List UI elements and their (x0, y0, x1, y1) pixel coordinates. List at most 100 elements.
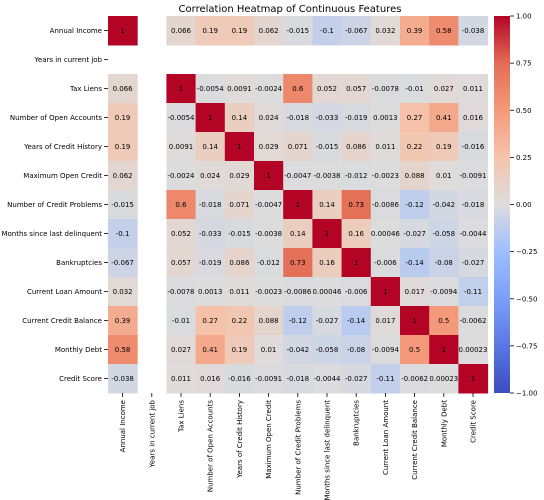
heatmap-cell (224, 103, 255, 133)
cell-value-label: 0.39 (407, 27, 423, 35)
heatmap-cell (429, 277, 459, 307)
cell-value-label: 1 (471, 375, 475, 383)
heatmap-cell (254, 103, 284, 133)
heatmap-cell (166, 132, 197, 162)
colorbar-tick-label: −0.25 (516, 248, 537, 256)
x-tick-label: Months since last delinquent (324, 400, 332, 500)
heatmap-cell (370, 335, 401, 365)
heatmap-cell (195, 306, 226, 336)
y-tick-label: Months since last delinquent (1, 230, 102, 238)
cell-value-label: 0.032 (375, 27, 395, 35)
cell-value-label: 0.00046 (313, 288, 342, 296)
heatmap-cell (370, 219, 401, 249)
y-tick-label: Tax Liens (69, 85, 102, 93)
heatmap-cell (195, 219, 226, 249)
cell-value-label: -0.0091 (255, 375, 282, 383)
chart-title: Correlation Heatmap of Continuous Featur… (179, 4, 402, 15)
heatmap-cell (108, 74, 138, 104)
heatmap-cell (400, 248, 430, 278)
heatmap-cell (283, 16, 313, 46)
heatmap-cell (458, 364, 489, 394)
cell-value-label: 1 (442, 346, 446, 354)
heatmap-cell (283, 335, 313, 365)
cell-value-label: 0.0091 (169, 143, 194, 151)
y-tick-label: Monthly Debt (55, 346, 102, 354)
cell-value-label: 0.066 (171, 27, 192, 35)
colorbar-tick-label: −1.00 (516, 390, 537, 398)
cell-value-label: 0.16 (319, 259, 335, 267)
y-tick-label: Bankruptcies (56, 259, 102, 267)
heatmap-cell (166, 248, 197, 278)
cell-value-label: -0.027 (403, 230, 426, 238)
cell-value-label: 0.14 (202, 143, 218, 151)
cell-value-label: 0.071 (229, 201, 249, 209)
cell-value-label: 0.062 (113, 172, 133, 180)
y-tick-label: Maximum Open Credit (23, 172, 102, 180)
cell-value-label: -0.0023 (372, 172, 399, 180)
cell-value-label: -0.027 (345, 375, 368, 383)
cell-value-label: 0.27 (407, 114, 423, 122)
heatmap-cell (283, 248, 313, 278)
heatmap-cell (312, 306, 343, 336)
x-tick-label: Bankruptcies (353, 400, 361, 446)
cell-value-label: 1 (296, 201, 300, 209)
heatmap-cell (195, 132, 226, 162)
cell-value-label: 0.017 (405, 288, 425, 296)
heatmap-cell (283, 74, 313, 104)
heatmap-cell (400, 190, 430, 220)
cell-value-label: -0.019 (345, 114, 368, 122)
heatmap-cell (341, 335, 372, 365)
cell-value-label: 0.011 (375, 143, 395, 151)
cell-value-label: -0.0038 (255, 230, 282, 238)
heatmap-cell (224, 335, 255, 365)
cell-value-label: -0.016 (462, 143, 485, 151)
cell-value-label: 0.19 (436, 143, 452, 151)
cell-value-label: 0.58 (115, 346, 131, 354)
cell-value-label: -0.0023 (255, 288, 282, 296)
x-tick-label: Credit Score (470, 400, 478, 443)
cell-value-label: 0.024 (259, 114, 280, 122)
cell-value-label: 0.41 (202, 346, 218, 354)
colorbar-tick-label: 0.00 (516, 201, 532, 209)
cell-value-label: -0.058 (316, 346, 339, 354)
heatmap-cell (370, 306, 401, 336)
heatmap-cell (108, 16, 138, 46)
heatmap-cell (341, 16, 372, 46)
heatmap-cell (429, 103, 459, 133)
heatmap-cell (458, 219, 489, 249)
x-tick-label: Maximum Open Credit (265, 400, 273, 479)
heatmap-cell (108, 277, 138, 307)
heatmap-cell (224, 16, 255, 46)
heatmap-cell (195, 364, 226, 394)
heatmap-cell (283, 306, 313, 336)
heatmap-cell (283, 190, 313, 220)
heatmap-cell (195, 335, 226, 365)
cell-value-label: -0.08 (435, 259, 453, 267)
cell-value-label: -0.0054 (197, 85, 225, 93)
cell-value-label: 0.086 (229, 259, 250, 267)
cell-value-label: -0.1 (116, 230, 130, 238)
y-tick-label: Number of Credit Problems (7, 201, 102, 209)
cell-value-label: -0.01 (172, 317, 190, 325)
cell-value-label: -0.0044 (459, 230, 487, 238)
cell-value-label: -0.018 (287, 114, 310, 122)
heatmap-cell (312, 132, 343, 162)
heatmap-cell (312, 74, 343, 104)
cell-value-label: -0.042 (287, 346, 310, 354)
heatmap-cell (283, 364, 313, 394)
cell-value-label: -0.038 (462, 27, 485, 35)
cell-value-label: -0.0047 (284, 172, 311, 180)
heatmap-cell (224, 161, 255, 191)
cell-value-label: 1 (120, 27, 124, 35)
cell-value-label: 0.052 (317, 85, 337, 93)
cell-value-label: 0.088 (405, 172, 425, 180)
y-tick-label: Current Credit Balance (22, 317, 102, 325)
cell-value-label: 0.22 (232, 317, 248, 325)
cell-value-label: -0.0054 (167, 114, 195, 122)
cell-value-label: -0.006 (374, 259, 397, 267)
cell-value-label: 0.27 (202, 317, 218, 325)
cell-value-label: -0.0078 (167, 288, 194, 296)
cell-value-label: -0.033 (316, 114, 339, 122)
cell-value-label: -0.14 (347, 317, 366, 325)
cell-value-label: -0.11 (464, 288, 482, 296)
